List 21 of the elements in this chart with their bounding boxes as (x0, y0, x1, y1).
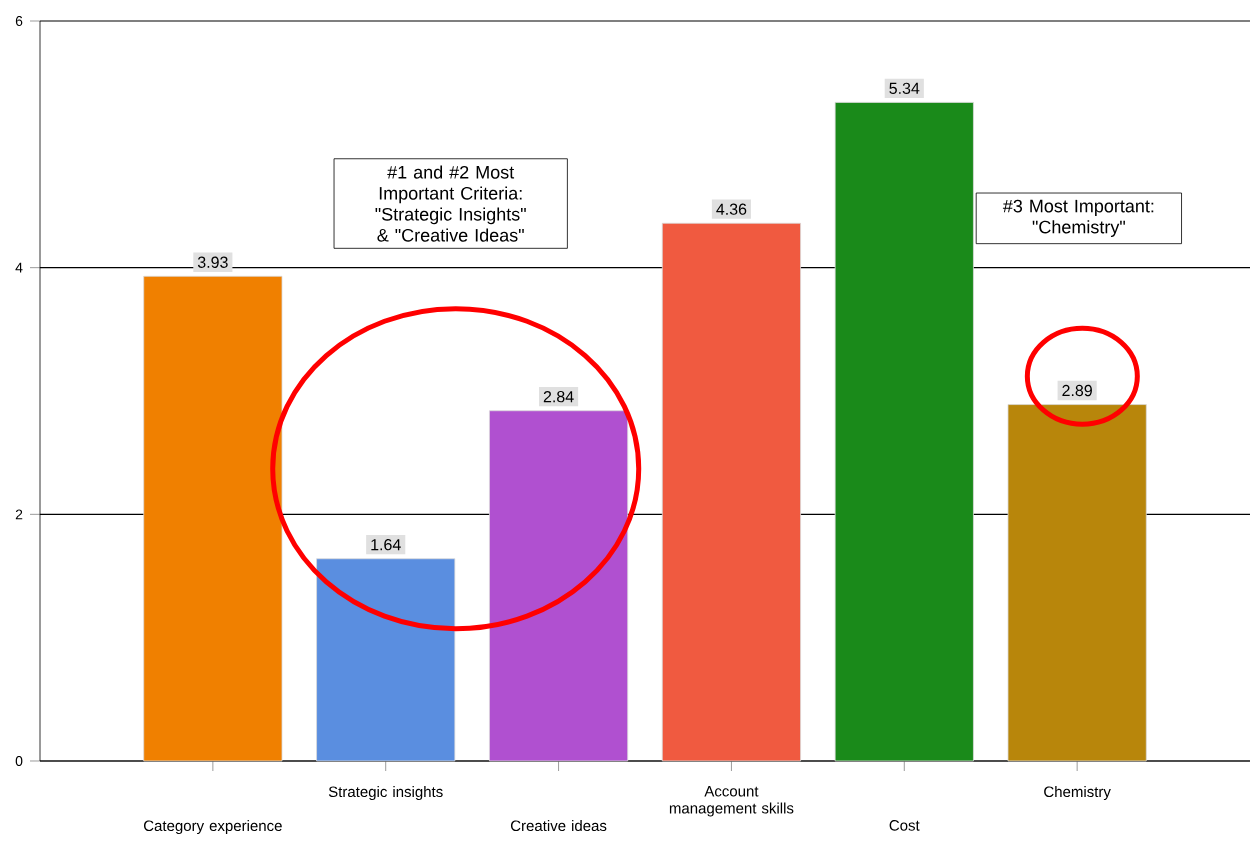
data-label: 1.64 (371, 539, 401, 551)
x-tick-label: Strategic insights (328, 786, 443, 801)
x-tick-label: Creative ideas (510, 820, 607, 832)
x-tick-label: Category experience (143, 820, 282, 835)
x-tick-label: Cost (889, 820, 920, 831)
annotation: #1 and #2 Most Important Criteria: "Strategic Insights" & "Creative Ideas" (375, 165, 526, 242)
data-label: 5.34 (889, 82, 920, 95)
y-tick-label: 2 (15, 509, 23, 520)
annotation: #3 Most Important: "Chemistry" (1002, 199, 1154, 237)
bar (316, 558, 456, 762)
y-tick-label: 4 (15, 262, 23, 273)
data-label: 3.93 (197, 256, 228, 268)
y-tick-label: 6 (15, 16, 23, 26)
data-label: 2.89 (1062, 384, 1092, 397)
x-tick-label: Chemistry (1044, 786, 1111, 801)
y-tick-label: 0 (15, 756, 23, 766)
data-label: 4.36 (716, 203, 747, 215)
x-tick-label: Account management skills (669, 786, 794, 817)
bar (834, 102, 974, 762)
data-label: 2.84 (543, 391, 574, 403)
bar (661, 222, 801, 762)
